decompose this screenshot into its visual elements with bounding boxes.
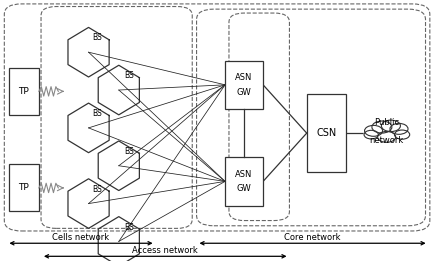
FancyBboxPatch shape xyxy=(307,94,346,172)
Text: TP: TP xyxy=(19,87,29,96)
Text: BS: BS xyxy=(125,223,134,232)
Circle shape xyxy=(394,130,410,139)
Text: BS: BS xyxy=(125,147,134,156)
Text: Core network: Core network xyxy=(284,233,341,242)
Text: BS: BS xyxy=(92,109,102,118)
Circle shape xyxy=(372,121,392,133)
FancyBboxPatch shape xyxy=(9,164,39,211)
Text: BS: BS xyxy=(125,71,134,80)
Text: CSN: CSN xyxy=(316,128,336,138)
FancyBboxPatch shape xyxy=(225,157,263,206)
FancyBboxPatch shape xyxy=(9,68,39,115)
Text: GW: GW xyxy=(237,184,251,193)
Text: BS: BS xyxy=(92,33,102,42)
Circle shape xyxy=(381,120,400,132)
Circle shape xyxy=(365,125,383,136)
FancyBboxPatch shape xyxy=(225,61,263,109)
Text: network: network xyxy=(369,137,404,145)
Text: ASN: ASN xyxy=(235,170,253,179)
Text: BS: BS xyxy=(92,185,102,194)
Text: TP: TP xyxy=(19,183,29,192)
Circle shape xyxy=(364,130,378,139)
Text: GW: GW xyxy=(237,88,251,97)
Text: Cells network: Cells network xyxy=(52,233,110,242)
Circle shape xyxy=(378,132,396,142)
Text: Public: Public xyxy=(374,118,399,127)
Circle shape xyxy=(390,123,408,134)
Text: Access network: Access network xyxy=(132,246,198,255)
Text: ASN: ASN xyxy=(235,73,253,82)
